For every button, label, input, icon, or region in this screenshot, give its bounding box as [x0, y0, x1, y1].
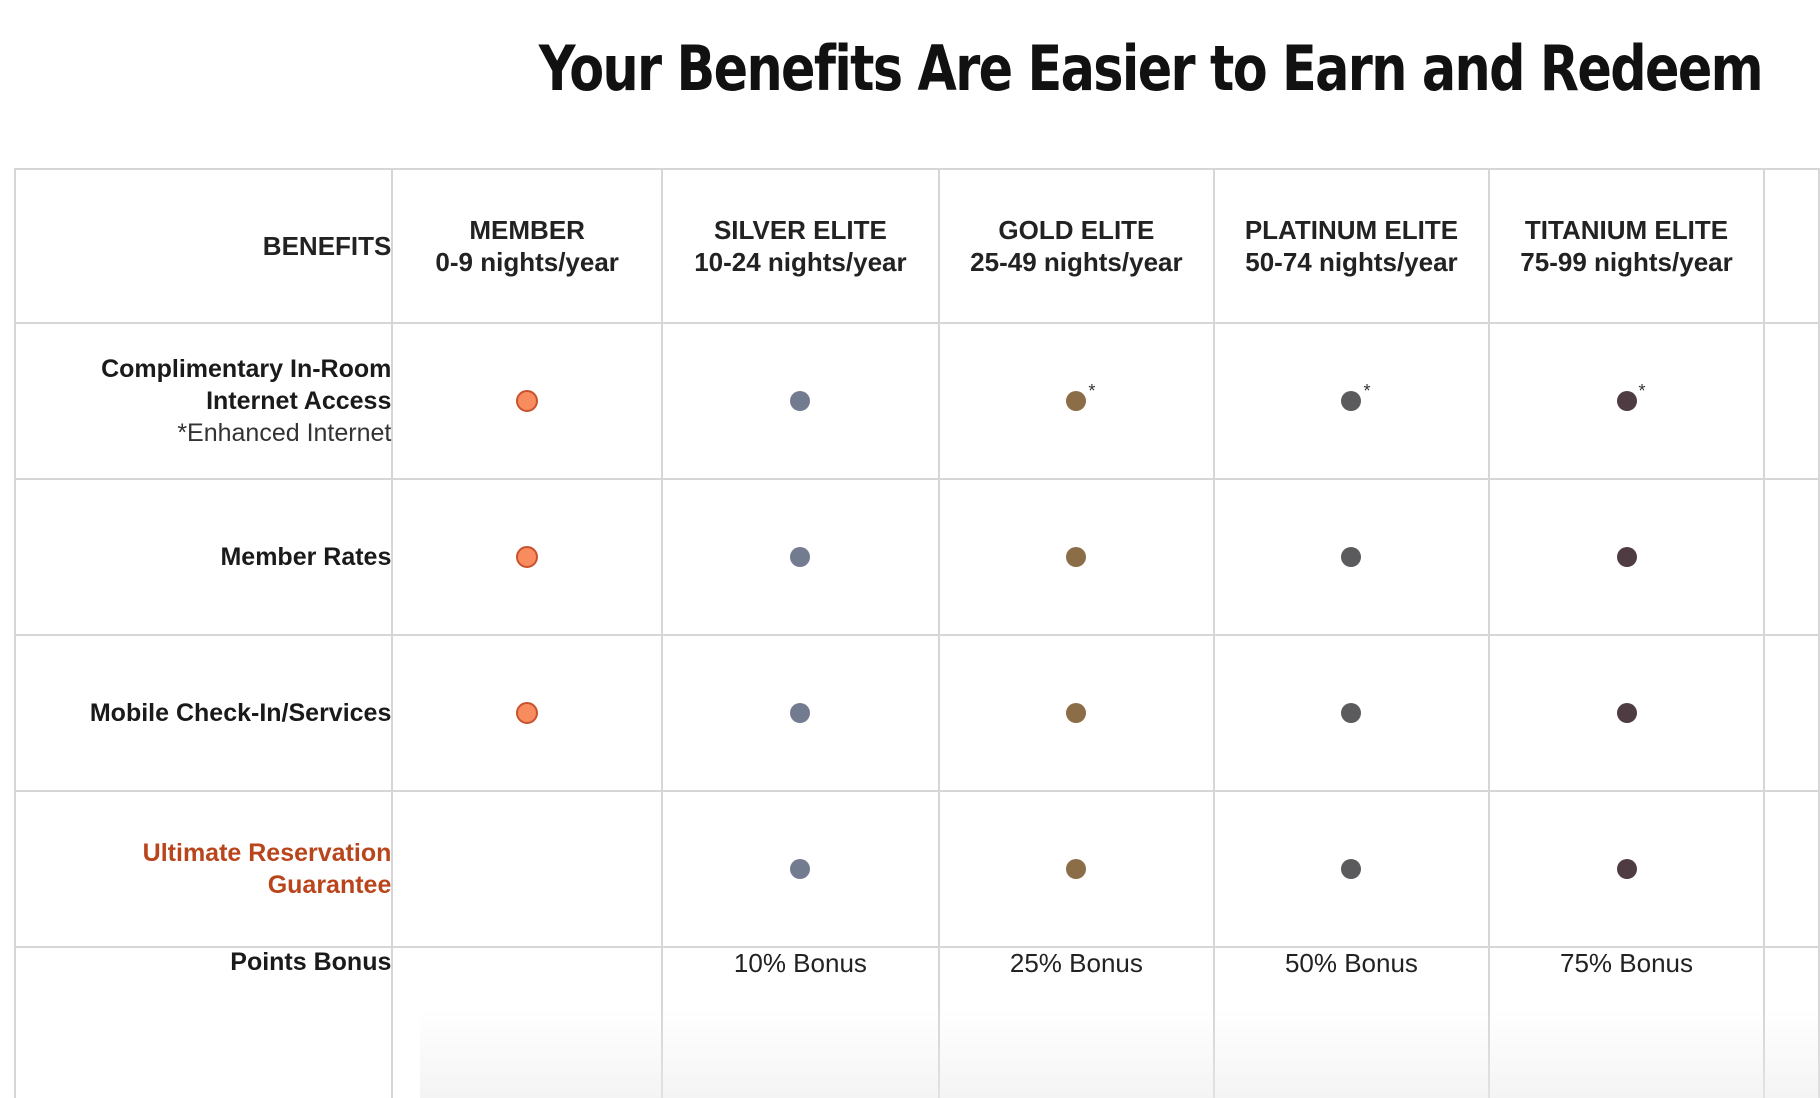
silver-dot-icon: [790, 547, 811, 567]
cell-gold: [937, 478, 1215, 636]
silver-dot-icon: [790, 703, 811, 723]
tier-name: GOLD ELITE: [998, 215, 1155, 245]
platinum-dot-icon: *: [1341, 381, 1370, 411]
member-dot-icon: [516, 702, 539, 724]
cell-member-empty: [391, 790, 663, 948]
cell-gold: *: [937, 322, 1215, 480]
cell-member: [391, 478, 663, 636]
gold-dot-icon: [1066, 547, 1087, 567]
benefit-points-bonus: Points Bonus: [13, 946, 394, 1098]
tier-name: PLATINUM ELITE: [1244, 215, 1459, 245]
cell-titanium: [1487, 478, 1766, 636]
table-row: Mobile Check-In/Services: [13, 634, 1820, 792]
silver-dot-icon: [790, 391, 811, 411]
cell-silver: [660, 322, 940, 480]
cell-platinum: [1212, 634, 1490, 792]
enhanced-marker: *: [1638, 381, 1646, 401]
cell-platinum: [1212, 478, 1490, 636]
benefit-note: *Enhanced Internet: [177, 419, 392, 447]
table-row: Ultimate Reservation Guarantee: [13, 790, 1820, 948]
cell-overflow: [1763, 634, 1820, 792]
tier-header-overflow: [1763, 168, 1820, 324]
tier-header-member: MEMBER 0-9 nights/year: [391, 168, 663, 324]
enhanced-marker: *: [1363, 381, 1371, 401]
tier-nights: 75-99 nights/year: [1520, 247, 1733, 277]
titanium-dot-icon: [1616, 859, 1637, 879]
cell-platinum: *: [1212, 322, 1490, 480]
cell-overflow: [1763, 478, 1820, 636]
member-dot-icon: [516, 546, 539, 568]
cell-member: [391, 322, 663, 480]
bonus-titanium: 75% Bonus: [1487, 946, 1766, 1098]
cell-titanium: [1487, 634, 1766, 792]
table-row: Complimentary In-Room Internet Access *E…: [13, 322, 1820, 480]
cell-overflow: [1763, 790, 1820, 948]
cell-gold: [937, 634, 1215, 792]
benefit-mobile-check-in: Mobile Check-In/Services: [13, 634, 394, 792]
cell-member: [391, 634, 663, 792]
page-title: Your Benefits Are Easier to Earn and Red…: [538, 32, 1764, 105]
benefit-label-line[interactable]: Ultimate Reservation: [142, 839, 392, 867]
benefits-table: BENEFITS MEMBER 0-9 nights/year SILVER E…: [13, 168, 1820, 1098]
cell-member-empty: [391, 946, 663, 1098]
gold-dot-icon: [1066, 703, 1087, 723]
cell-silver: [660, 478, 940, 636]
tier-header-gold: GOLD ELITE 25-49 nights/year: [937, 168, 1215, 324]
table-header-row: BENEFITS MEMBER 0-9 nights/year SILVER E…: [13, 168, 1820, 324]
cell-overflow: [1763, 322, 1820, 480]
platinum-dot-icon: [1341, 547, 1362, 567]
tier-name: SILVER ELITE: [713, 215, 887, 245]
bonus-platinum: 50% Bonus: [1212, 946, 1490, 1098]
tier-nights: 25-49 nights/year: [970, 247, 1183, 277]
tier-name: TITANIUM ELITE: [1524, 215, 1729, 245]
tier-header-silver: SILVER ELITE 10-24 nights/year: [660, 168, 940, 324]
member-dot-icon: [516, 390, 539, 412]
benefit-reservation-guarantee-link[interactable]: Ultimate Reservation Guarantee: [13, 790, 394, 948]
platinum-dot-icon: [1341, 703, 1362, 723]
benefit-member-rates: Member Rates: [13, 478, 394, 636]
gold-dot-icon: [1066, 859, 1087, 879]
table-row: Member Rates: [13, 478, 1820, 636]
benefit-label-line[interactable]: Guarantee: [267, 871, 392, 899]
enhanced-marker: *: [1088, 381, 1096, 401]
tier-header-titanium: TITANIUM ELITE 75-99 nights/year: [1487, 168, 1766, 324]
cell-titanium: *: [1487, 322, 1766, 480]
platinum-dot-icon: [1341, 859, 1362, 879]
cell-silver: [660, 790, 940, 948]
benefits-column-header: BENEFITS: [13, 168, 394, 324]
silver-dot-icon: [790, 859, 811, 879]
titanium-dot-icon: [1616, 547, 1637, 567]
benefit-internet-access: Complimentary In-Room Internet Access *E…: [13, 322, 394, 480]
cell-gold: [937, 790, 1215, 948]
table-row: Points Bonus 10% Bonus 25% Bonus 50% Bon…: [13, 946, 1820, 1098]
titanium-dot-icon: *: [1616, 381, 1646, 411]
tier-nights: 10-24 nights/year: [694, 247, 907, 277]
cell-platinum: [1212, 790, 1490, 948]
bonus-silver: 10% Bonus: [660, 946, 940, 1098]
tier-nights: 50-74 nights/year: [1245, 247, 1458, 277]
titanium-dot-icon: [1616, 703, 1637, 723]
gold-dot-icon: *: [1066, 381, 1095, 411]
benefit-label-line: Complimentary In-Room: [101, 355, 392, 383]
cell-overflow: [1763, 946, 1820, 1098]
cell-silver: [660, 634, 940, 792]
benefit-label-line: Internet Access: [206, 387, 392, 415]
tier-header-platinum: PLATINUM ELITE 50-74 nights/year: [1212, 168, 1490, 324]
cell-titanium: [1487, 790, 1766, 948]
bonus-gold: 25% Bonus: [937, 946, 1215, 1098]
tier-nights: 0-9 nights/year: [435, 247, 619, 277]
tier-name: MEMBER: [469, 215, 585, 245]
